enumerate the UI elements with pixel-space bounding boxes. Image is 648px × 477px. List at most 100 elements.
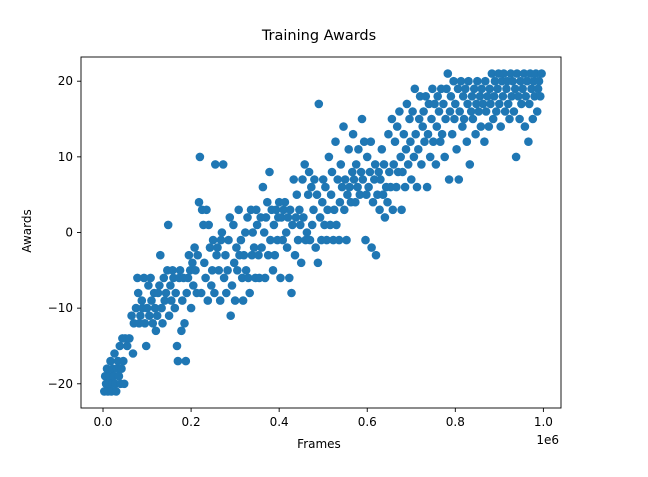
data-point: [414, 145, 423, 154]
data-point: [335, 197, 345, 207]
data-point: [380, 213, 390, 222]
data-point: [509, 107, 519, 116]
y-axis-ticks: −20 −10 0 10 20: [48, 74, 81, 391]
data-point: [258, 182, 268, 192]
data-point: [191, 266, 200, 275]
data-point: [343, 190, 352, 199]
data-point: [368, 197, 378, 207]
data-point: [406, 137, 415, 146]
data-point: [247, 250, 257, 260]
data-point: [358, 175, 368, 184]
data-point: [307, 182, 316, 192]
data-point: [505, 114, 514, 124]
data-point: [430, 99, 439, 109]
data-point: [278, 235, 288, 245]
data-point: [299, 213, 308, 222]
data-point: [357, 114, 367, 124]
data-point: [527, 84, 536, 94]
data-point: [366, 137, 376, 146]
data-point: [458, 92, 468, 101]
data-point: [238, 296, 248, 305]
data-point: [285, 273, 294, 283]
data-point: [331, 137, 340, 146]
data-point: [473, 76, 482, 86]
data-point: [245, 288, 254, 298]
x-tick-label: 0.0: [93, 415, 112, 429]
data-point: [229, 258, 239, 268]
data-point: [418, 122, 428, 131]
x-axis-ticks: 0.0 0.2 0.4 0.6 0.8 1.0: [93, 408, 553, 429]
data-point: [189, 281, 198, 290]
data-point: [277, 213, 286, 222]
data-point: [399, 129, 409, 139]
data-point: [452, 145, 461, 154]
data-point: [252, 220, 262, 230]
data-point: [503, 99, 513, 109]
data-point: [396, 152, 406, 162]
x-tick-label: 0.8: [446, 415, 465, 429]
data-point: [157, 303, 166, 313]
data-point: [431, 160, 441, 169]
data-point: [177, 326, 186, 336]
data-point: [322, 235, 332, 245]
data-point: [340, 175, 350, 184]
data-point: [181, 356, 191, 366]
data-point: [325, 220, 335, 230]
data-point: [520, 122, 530, 131]
data-point: [480, 137, 489, 146]
data-point: [145, 311, 154, 321]
data-point: [175, 266, 185, 275]
data-point: [186, 303, 196, 313]
data-point: [449, 76, 458, 86]
data-point: [106, 356, 115, 366]
data-point: [361, 235, 370, 245]
data-point: [280, 197, 290, 207]
data-point: [515, 114, 524, 124]
data-point: [459, 114, 469, 124]
data-point: [281, 228, 291, 237]
data-point: [525, 99, 534, 109]
data-point: [276, 273, 285, 283]
data-point: [471, 129, 480, 139]
data-point: [390, 137, 400, 146]
data-point: [266, 235, 275, 245]
data-point: [537, 69, 546, 78]
data-point: [285, 205, 295, 215]
data-point: [268, 266, 278, 275]
data-point: [210, 288, 219, 298]
data-point: [158, 319, 167, 328]
data-point: [500, 107, 510, 116]
data-point: [111, 387, 121, 396]
data-point: [349, 175, 359, 184]
data-point: [222, 288, 231, 298]
data-point: [493, 84, 502, 94]
data-point: [466, 107, 476, 116]
data-point: [178, 296, 187, 305]
y-tick-label: 20: [58, 74, 73, 88]
data-point: [321, 182, 330, 192]
data-point: [345, 182, 354, 192]
data-point: [476, 122, 486, 131]
data-point: [489, 92, 499, 101]
data-point: [388, 205, 398, 215]
data-point: [329, 205, 339, 215]
data-point: [326, 190, 336, 199]
data-point: [461, 84, 470, 94]
data-point: [153, 288, 163, 298]
data-point: [441, 114, 450, 124]
data-point: [142, 303, 152, 313]
data-point: [433, 92, 443, 101]
data-point: [119, 356, 128, 366]
data-point: [532, 107, 542, 116]
data-point: [314, 99, 324, 109]
data-point: [215, 296, 225, 305]
data-point: [443, 69, 453, 78]
data-point: [458, 122, 467, 131]
data-point: [376, 175, 385, 184]
data-point: [483, 92, 492, 101]
x-axis-label: Frames: [297, 437, 341, 451]
data-point: [420, 137, 429, 146]
data-point: [204, 220, 213, 230]
data-point: [462, 137, 472, 146]
